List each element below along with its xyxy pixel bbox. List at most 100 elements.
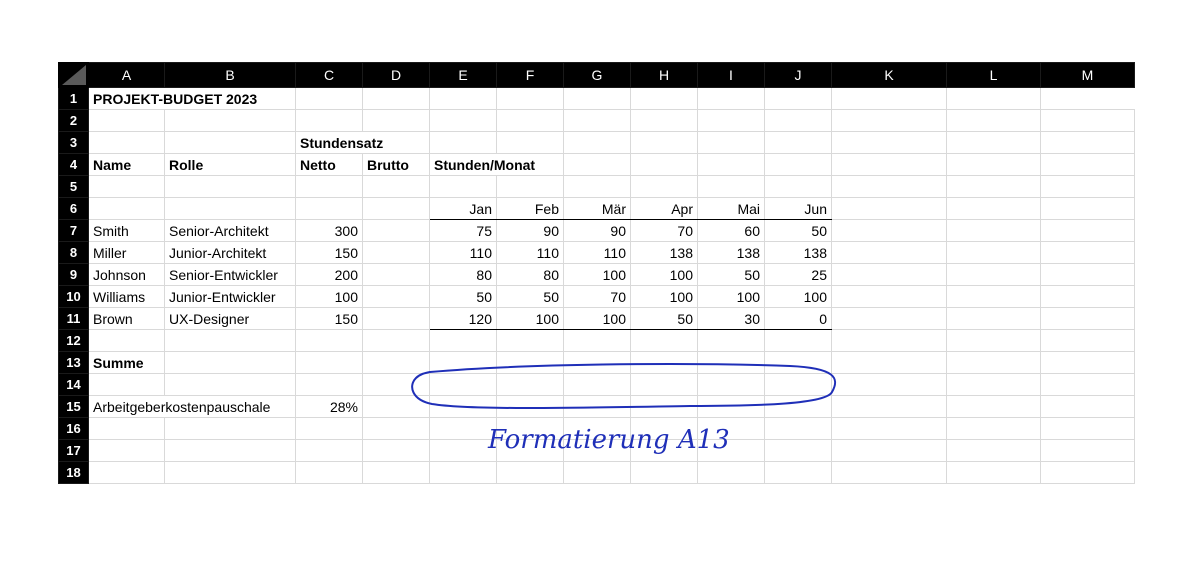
cell-hours[interactable]: 30 [697, 307, 765, 330]
cell[interactable] [362, 373, 430, 396]
cell-hours[interactable]: 60 [697, 219, 765, 242]
cell[interactable] [1040, 373, 1135, 396]
cell[interactable] [362, 307, 430, 330]
cell[interactable] [831, 197, 947, 220]
cell[interactable] [563, 395, 631, 418]
cell[interactable] [362, 395, 430, 418]
cell[interactable] [88, 197, 165, 220]
cell[interactable] [88, 131, 165, 154]
cell[interactable] [496, 131, 564, 154]
cell-month-apr[interactable]: Apr [630, 197, 698, 220]
cell[interactable] [831, 219, 947, 242]
cell[interactable] [764, 351, 832, 374]
cell[interactable] [946, 417, 1041, 440]
cell[interactable] [295, 109, 363, 132]
cell-hours[interactable]: 138 [697, 241, 765, 264]
row-header[interactable]: 17 [58, 439, 89, 462]
cell-b4-rolle-header[interactable]: Rolle [164, 153, 296, 176]
cell-employee-rate[interactable]: 300 [295, 219, 363, 242]
cell[interactable] [831, 307, 947, 330]
cell[interactable] [1040, 153, 1135, 176]
cell[interactable] [1040, 131, 1135, 154]
cell[interactable] [362, 461, 430, 484]
cell[interactable] [831, 351, 947, 374]
cell[interactable] [362, 417, 430, 440]
cell-hours[interactable]: 80 [429, 263, 497, 286]
row-header[interactable]: 2 [58, 109, 89, 132]
cell[interactable] [697, 417, 765, 440]
cell-employee-name[interactable]: Williams [88, 285, 165, 308]
cell[interactable] [1040, 329, 1135, 352]
cell-hours[interactable]: 110 [496, 241, 564, 264]
cell[interactable] [295, 461, 363, 484]
cell[interactable] [831, 87, 947, 110]
cell[interactable] [1040, 351, 1135, 374]
cell[interactable] [1040, 109, 1135, 132]
cell[interactable] [630, 109, 698, 132]
cell[interactable] [429, 395, 497, 418]
cell[interactable] [697, 395, 765, 418]
cell[interactable] [88, 373, 165, 396]
cell[interactable] [630, 153, 698, 176]
cell[interactable] [697, 329, 765, 352]
cell[interactable] [764, 439, 832, 462]
cell-hours[interactable]: 110 [429, 241, 497, 264]
cell[interactable] [946, 197, 1041, 220]
cell[interactable] [946, 373, 1041, 396]
cell[interactable] [831, 109, 947, 132]
cell-employee-role[interactable]: Junior-Architekt [164, 241, 296, 264]
cell[interactable] [697, 131, 765, 154]
cell-employee-name[interactable]: Brown [88, 307, 165, 330]
cell[interactable] [764, 87, 832, 110]
cell-hours[interactable]: 110 [563, 241, 631, 264]
cell[interactable] [764, 175, 832, 198]
cell-a1-title[interactable]: PROJEKT-BUDGET 2023 [88, 87, 296, 110]
cell[interactable] [764, 109, 832, 132]
cell[interactable] [1040, 461, 1135, 484]
cell[interactable] [1040, 263, 1135, 286]
cell-employee-rate[interactable]: 100 [295, 285, 363, 308]
cell[interactable] [164, 373, 296, 396]
cell[interactable] [496, 109, 564, 132]
cell[interactable] [697, 461, 765, 484]
cell-hours[interactable]: 50 [697, 263, 765, 286]
cell[interactable] [831, 373, 947, 396]
cell[interactable] [429, 461, 497, 484]
cell[interactable] [563, 373, 631, 396]
cell[interactable] [630, 351, 698, 374]
cell[interactable] [630, 461, 698, 484]
cell-employee-name[interactable]: Johnson [88, 263, 165, 286]
cell-hours[interactable]: 0 [764, 307, 832, 330]
cell[interactable] [164, 109, 296, 132]
cell[interactable] [697, 351, 765, 374]
cell[interactable] [764, 153, 832, 176]
cell[interactable] [946, 351, 1041, 374]
cell[interactable] [429, 373, 497, 396]
cell-month-mar[interactable]: Mär [563, 197, 631, 220]
cell[interactable] [496, 395, 564, 418]
cell[interactable] [831, 417, 947, 440]
cell[interactable] [164, 329, 296, 352]
cell[interactable] [295, 175, 363, 198]
cell[interactable] [764, 329, 832, 352]
cell-hours[interactable]: 100 [697, 285, 765, 308]
cell[interactable] [88, 461, 165, 484]
cell[interactable] [831, 461, 947, 484]
cell-hours[interactable]: 70 [563, 285, 631, 308]
cell[interactable] [362, 109, 430, 132]
cell-hours[interactable]: 50 [496, 285, 564, 308]
cell-hours[interactable]: 90 [563, 219, 631, 242]
cell-hours[interactable]: 50 [630, 307, 698, 330]
cell[interactable] [831, 263, 947, 286]
cell[interactable] [831, 241, 947, 264]
select-all-corner[interactable] [58, 62, 89, 88]
cell-hours[interactable]: 100 [630, 285, 698, 308]
cell[interactable] [563, 175, 631, 198]
cell-c4-netto-header[interactable]: Netto [295, 153, 363, 176]
column-header-l[interactable]: L [946, 62, 1041, 88]
cell-month-jan[interactable]: Jan [429, 197, 497, 220]
cell[interactable] [831, 395, 947, 418]
row-header[interactable]: 13 [58, 351, 89, 374]
cell-month-mai[interactable]: Mai [697, 197, 765, 220]
cell-c15-pauschale-value[interactable]: 28% [295, 395, 363, 418]
